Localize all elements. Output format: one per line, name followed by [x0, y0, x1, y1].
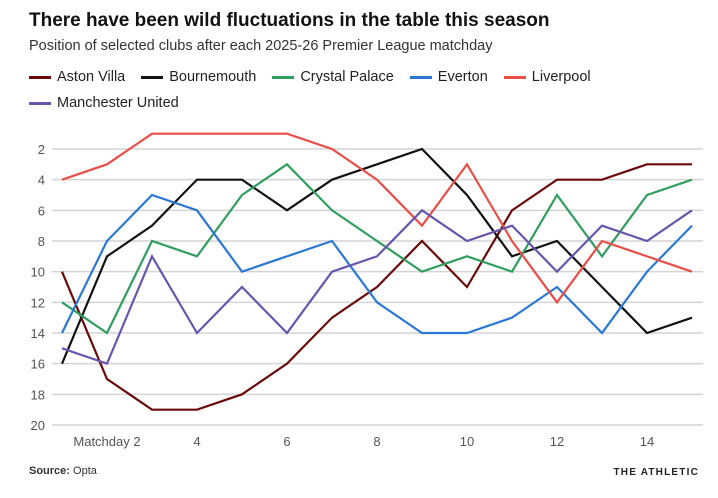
y-tick-label: 4: [38, 173, 45, 188]
y-tick-label: 20: [31, 418, 45, 433]
legend-swatch: [409, 75, 432, 79]
legend-label: Bournemouth: [169, 69, 257, 85]
y-tick-label: 12: [31, 295, 45, 310]
chart-title: There have been wild fluctuations in the…: [29, 10, 550, 31]
legend-swatch: [29, 75, 51, 79]
y-tick-label: 14: [31, 326, 45, 341]
legend-swatch: [503, 75, 526, 79]
source-note: Source: Opta: [29, 465, 97, 477]
series-line-manchester-united: [61, 208, 693, 366]
legend-swatch: [272, 75, 295, 79]
series-line-everton: [61, 193, 693, 335]
y-tick-label: 16: [31, 357, 45, 372]
legend-label: Aston Villa: [57, 69, 126, 85]
x-tick-label: 10: [460, 434, 474, 449]
y-tick-label: 8: [38, 234, 45, 249]
x-tick-label: 12: [550, 434, 564, 449]
y-tick-label: 10: [31, 265, 45, 280]
series-line-aston-villa: [60, 163, 692, 411]
x-tick-label: 8: [373, 434, 380, 449]
legend-label: Manchester United: [57, 95, 179, 111]
y-tick-label: 6: [38, 203, 45, 218]
legend-item: Everton: [409, 64, 488, 90]
brand-logo: THE ATHLETIC: [613, 467, 699, 478]
y-tick-label: 18: [31, 387, 45, 402]
series-line-bournemouth: [60, 147, 693, 365]
legend-label: Everton: [437, 69, 488, 85]
legend-item: Aston Villa: [29, 64, 125, 90]
source-value: Opta: [73, 465, 97, 477]
legend-swatch: [29, 101, 51, 105]
series-line-crystal-palace: [61, 162, 693, 335]
source-label: Source:: [29, 465, 70, 477]
legend-swatch: [141, 75, 164, 79]
x-tick-label: 14: [640, 434, 654, 449]
legend-label: Crystal Palace: [300, 69, 394, 85]
x-tick-label: 4: [193, 434, 200, 449]
series-line-liverpool: [61, 132, 693, 305]
x-tick-label: Matchday 2: [73, 434, 140, 449]
legend-item: Bournemouth: [141, 64, 256, 90]
legend-item: Liverpool: [503, 64, 591, 90]
legend-item: Crystal Palace: [272, 64, 394, 90]
legend-item: Manchester United: [29, 90, 179, 116]
x-tick-label: 6: [283, 434, 290, 449]
chart-subtitle: Position of selected clubs after each 20…: [29, 38, 493, 54]
legend: Aston Villa Bournemouth Crystal Palace Ever…: [29, 64, 689, 116]
y-tick-label: 2: [38, 142, 45, 157]
legend-label: Liverpool: [531, 69, 591, 85]
